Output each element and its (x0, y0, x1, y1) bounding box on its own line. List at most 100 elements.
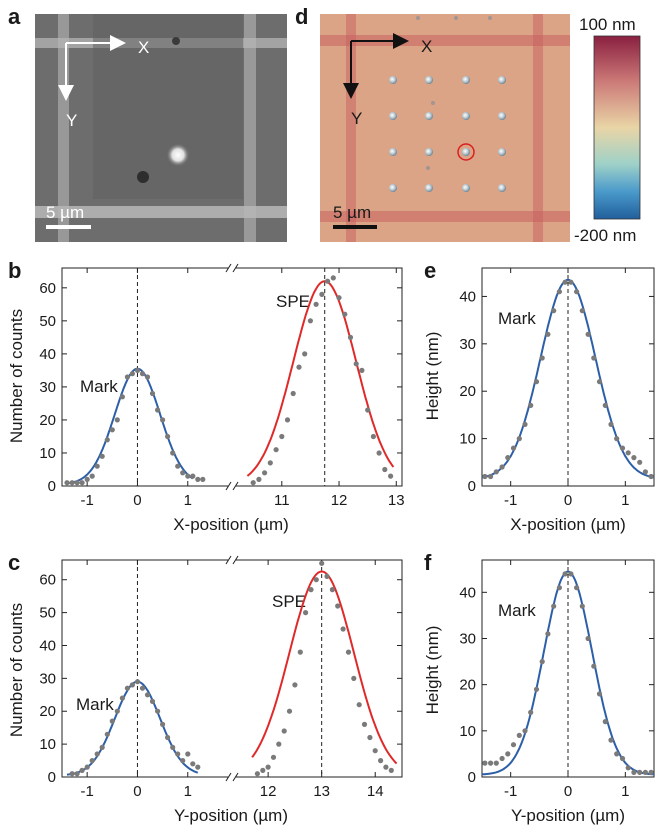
chart-f-point-mark-26 (631, 769, 637, 776)
chart-f-point-mark-18 (585, 635, 591, 642)
chart-e-xtick-label-0-0: -1 (504, 492, 517, 509)
chart-c-xtick-label-1-2: 14 (367, 783, 384, 800)
chart-e-point-mark-12 (551, 308, 557, 314)
scale-bar-d (333, 225, 377, 229)
chart-b-point-mark-8 (104, 437, 110, 443)
chart-c-point-mark-23 (185, 751, 191, 757)
chart-c-point-mark-3 (84, 764, 90, 770)
chart-b-point-mark-24 (185, 473, 191, 479)
chart-f-point-mark-2 (493, 760, 499, 766)
chart-c-point-mark-24 (190, 761, 196, 767)
chart-b-point-spe-9 (302, 351, 308, 357)
chart-c-point-spe-4 (276, 741, 282, 747)
chart-e-mark-label: Mark (498, 309, 536, 328)
chart-b-point-spe-18 (353, 361, 359, 367)
chart-b-point-mark-19 (160, 417, 166, 423)
panel-letter-b: b (8, 258, 21, 283)
chart-b-point-mark-17 (149, 390, 156, 397)
chart-b-point-mark-3 (79, 480, 85, 486)
chart-c-spe-label: SPE (272, 592, 306, 611)
chart-c-point-mark-15 (144, 692, 151, 698)
chart-f-xtick-label-0-1: 0 (564, 783, 572, 800)
panel-letter-d: d (295, 4, 308, 29)
chart-b-point-spe-1 (256, 476, 262, 482)
chart-f-point-mark-4 (505, 751, 511, 757)
image-d-x-label: X (421, 37, 432, 56)
chart-e: 0 10 20 30 40 -1 0 1 (459, 267, 655, 509)
chart-e-point-mark-26 (631, 455, 637, 461)
marker-array (389, 16, 506, 192)
chart-c-point-spe-7 (292, 682, 298, 688)
optical-image: X Y 5 µm (35, 14, 287, 242)
chart-f-point-mark-7 (522, 728, 528, 734)
chart-f-point-mark-23 (614, 751, 620, 757)
chart-c-point-mark-18 (160, 721, 166, 728)
chart-b-xtick-label-0-0: -1 (80, 492, 93, 509)
chart-e-point-mark-16 (574, 289, 580, 295)
chart-c-break-r-0 (232, 555, 239, 565)
chart-b-point-spe-23 (382, 466, 388, 473)
chart-f-point-mark-12 (551, 603, 557, 609)
chart-b-ytick-label-3: 30 (39, 379, 56, 396)
chart-b-point-spe-2 (262, 470, 268, 476)
chart-f-point-mark-28 (642, 769, 649, 776)
afm-marker-r0-c3 (498, 76, 506, 84)
chart-e-point-mark-28 (642, 469, 649, 475)
chart-f-ytick-label-3: 30 (459, 630, 476, 647)
chart-b-point-mark-11 (119, 394, 125, 400)
chart-e-xtick-label-0-2: 1 (621, 492, 629, 509)
chart-e-point-mark-20 (596, 379, 603, 385)
chart-f-ylabel: Height (nm) (423, 626, 442, 715)
chart-c-break-l-1 (225, 772, 232, 782)
chart-b-point-mark-0 (64, 480, 70, 486)
chart-c-mark-label: Mark (76, 695, 114, 714)
chart-c-xtick-label-0-0: -1 (80, 783, 93, 800)
chart-e-point-mark-10 (539, 355, 545, 361)
chart-c-xlabel: Y-position (µm) (174, 806, 288, 825)
panel-letter-a: a (8, 4, 21, 29)
chart-c-point-mark-12 (129, 682, 135, 688)
chart-b-point-mark-1 (69, 480, 75, 486)
chart-c-point-mark-21 (175, 751, 181, 757)
chart-c-point-mark-17 (155, 708, 161, 714)
chart-b-point-spe-24 (388, 473, 394, 479)
chart-c-xtick-label-0-2: 1 (184, 783, 192, 800)
chart-c-point-mark-25 (195, 764, 201, 770)
chart-f-point-mark-19 (591, 663, 597, 669)
chart-b-xtick-label-0-1: 0 (133, 492, 141, 509)
chart-b-ytick-label-4: 40 (39, 346, 56, 363)
chart-b-point-mark-2 (74, 480, 80, 486)
chart-c-point-mark-14 (139, 685, 146, 691)
chart-b-point-spe-22 (376, 450, 382, 456)
chart-b-point-mark-16 (144, 374, 151, 380)
afm-marker-r0-c2 (462, 76, 470, 84)
image-d-y-label: Y (351, 109, 362, 128)
chart-c-point-mark-2 (79, 767, 85, 774)
chart-c-point-mark-19 (165, 734, 171, 741)
chart-b-point-spe-11 (313, 301, 319, 307)
image-a-x-label: X (138, 38, 149, 57)
afm-marker-r1-c2 (462, 112, 470, 120)
image-a-y-label: Y (66, 111, 77, 130)
chart-e-point-mark-7 (522, 421, 528, 427)
afm-marker-r0-c0 (389, 76, 397, 84)
afm-marker-r2-c2 (462, 148, 470, 156)
chart-f-point-mark-14 (562, 571, 568, 577)
chart-c-point-spe-5 (281, 728, 287, 734)
afm-height-map: X Y 5 µm (320, 14, 570, 242)
chart-c-point-mark-22 (180, 758, 186, 764)
chart-e-point-mark-11 (545, 331, 551, 337)
chart-b-fit-spe (246, 280, 395, 477)
chart-f-point-mark-11 (545, 631, 551, 637)
afm-marker-r1-c3 (498, 112, 506, 120)
chart-b-point-spe-19 (359, 367, 365, 373)
chart-c-xtick-label-1-0: 12 (260, 783, 277, 800)
chart-e-point-mark-14 (562, 279, 568, 285)
colorbar: 100 nm -200 nm (574, 15, 641, 245)
chart-f-xtick-label-0-0: -1 (504, 783, 517, 800)
chart-f-point-mark-0 (482, 760, 488, 766)
chart-b-point-spe-5 (279, 433, 285, 440)
chart-e-point-mark-19 (591, 355, 597, 361)
chart-b-mark-label: Mark (80, 377, 118, 396)
afm-marker-r1-c0 (389, 112, 397, 120)
